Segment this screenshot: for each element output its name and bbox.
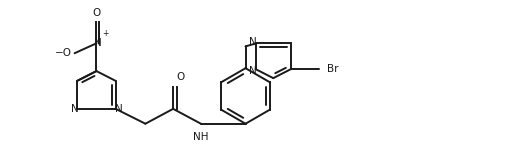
Text: N: N	[249, 37, 256, 47]
Text: NH: NH	[193, 132, 209, 142]
Text: N: N	[115, 104, 123, 114]
Text: Br: Br	[327, 64, 338, 74]
Text: O: O	[92, 7, 101, 17]
Text: N: N	[249, 66, 256, 76]
Text: +: +	[103, 29, 109, 38]
Text: O: O	[176, 72, 184, 82]
Text: N: N	[93, 38, 101, 48]
Text: −O: −O	[54, 48, 72, 58]
Text: N: N	[71, 104, 79, 114]
